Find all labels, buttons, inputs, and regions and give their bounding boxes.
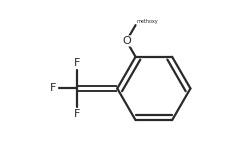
Text: methoxy: methoxy: [136, 19, 158, 24]
Text: F: F: [74, 58, 80, 68]
Text: F: F: [74, 109, 80, 119]
Text: O: O: [122, 36, 130, 46]
Text: F: F: [50, 84, 56, 93]
